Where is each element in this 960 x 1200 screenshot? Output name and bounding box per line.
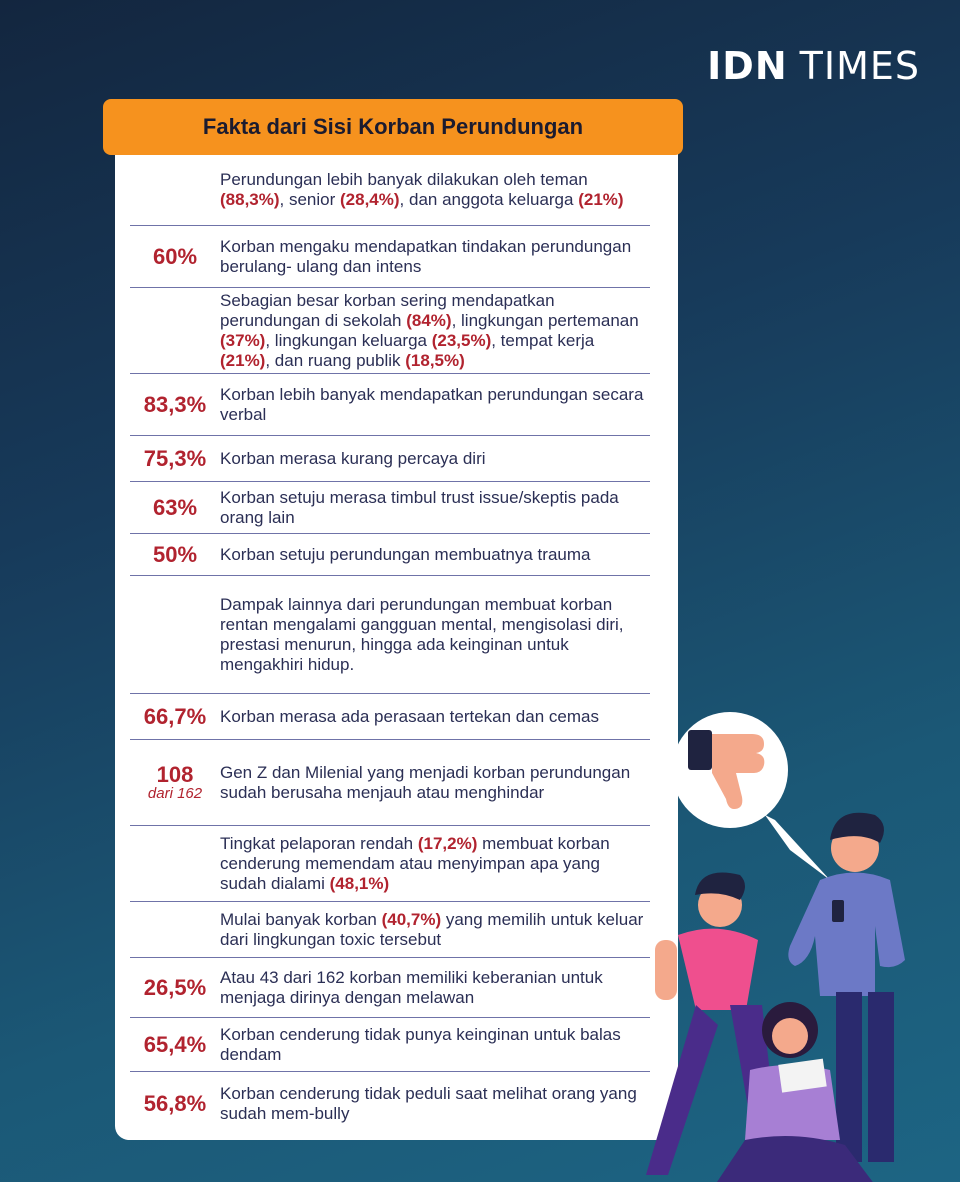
- fact-text: Korban mengaku mendapatkan tindakan peru…: [220, 236, 632, 276]
- fact-text: membuat korban cenderung memendam atau m…: [220, 833, 610, 893]
- fact-row: Perundungan lebih banyak dilakukan oleh …: [130, 154, 650, 226]
- fact-stat: 26,5%: [130, 976, 220, 999]
- fact-row: 50% Korban setuju perundungan membuatnya …: [130, 534, 650, 576]
- fact-text: , senior: [279, 189, 341, 209]
- fact-text: Korban merasa kurang percaya diri: [220, 448, 486, 468]
- fact-stat: 108 dari 162: [130, 763, 220, 802]
- fact-row: 83,3% Korban lebih banyak mendapatkan per…: [130, 374, 650, 436]
- fact-text: , tempat kerja: [491, 330, 595, 350]
- fact-stat: 56,8%: [130, 1092, 220, 1115]
- fact-description: Sebagian besar korban sering mendapatkan…: [220, 291, 650, 371]
- fact-row: 75,3% Korban merasa kurang percaya diri: [130, 436, 650, 482]
- fact-description: Korban lebih banyak mendapatkan perundun…: [220, 385, 650, 425]
- fact-highlight: (18,5%): [405, 350, 465, 370]
- card-title: Fakta dari Sisi Korban Perundungan: [103, 99, 683, 155]
- fact-stat: 63%: [130, 496, 220, 519]
- footer-strip: [0, 1182, 960, 1200]
- fact-highlight: (28,4%): [340, 189, 400, 209]
- fact-description: Korban merasa ada perasaan tertekan dan …: [220, 707, 650, 727]
- fact-stat-value: 75,3%: [143, 445, 207, 471]
- facts-list: Perundungan lebih banyak dilakukan oleh …: [130, 154, 650, 1136]
- fact-highlight: (17,2%): [417, 833, 478, 853]
- fact-text: , dan ruang publik: [265, 350, 406, 370]
- fact-highlight: (40,7%): [381, 909, 442, 929]
- fact-stat: 75,3%: [130, 447, 220, 470]
- fact-description: Tingkat pelaporan rendah (17,2%) membuat…: [220, 834, 650, 894]
- fact-description: Gen Z dan Milenial yang menjadi korban p…: [220, 763, 650, 803]
- fact-row: 26,5% Atau 43 dari 162 korban memiliki ke…: [130, 958, 650, 1018]
- fact-description: Korban cenderung tidak peduli saat melih…: [220, 1084, 650, 1124]
- fact-row: 65,4% Korban cenderung tidak punya keingi…: [130, 1018, 650, 1072]
- fact-row: 56,8% Korban cenderung tidak peduli saat …: [130, 1072, 650, 1136]
- fact-text: Mulai banyak korban: [220, 909, 382, 929]
- fact-text: Korban cenderung tidak punya keinginan u…: [220, 1024, 621, 1064]
- fact-description: Korban cenderung tidak punya keinginan u…: [220, 1025, 650, 1065]
- fact-description: Korban setuju perundungan membuatnya tra…: [220, 545, 650, 565]
- fact-description: Atau 43 dari 162 korban memiliki keberan…: [220, 968, 650, 1008]
- fact-description: Perundungan lebih banyak dilakukan oleh …: [220, 170, 650, 210]
- fact-text: Korban setuju merasa timbul trust issue/…: [220, 487, 619, 527]
- fact-stat-value: 56,8%: [143, 1091, 207, 1117]
- fact-text: Atau 43 dari 162 korban memiliki keberan…: [220, 967, 603, 1007]
- fact-description: Dampak lainnya dari perundungan membuat …: [220, 595, 650, 675]
- fact-stat-value: 26,5%: [143, 974, 207, 1000]
- fact-row: Dampak lainnya dari perundungan membuat …: [130, 576, 650, 694]
- fact-stat-value: 50%: [152, 541, 198, 567]
- fact-highlight: (88,3%): [220, 189, 280, 209]
- sitting-girl: [715, 1002, 875, 1185]
- fact-stat: 50%: [130, 543, 220, 566]
- facts-card: [115, 150, 678, 1140]
- fact-text: , lingkungan keluarga: [265, 330, 432, 350]
- fact-text: Korban merasa ada perasaan tertekan dan …: [220, 706, 599, 726]
- fact-row: Sebagian besar korban sering mendapatkan…: [130, 288, 650, 374]
- fact-text: Gen Z dan Milenial yang menjadi korban p…: [220, 762, 631, 802]
- fact-stat-value: 83,3%: [143, 391, 207, 417]
- fact-highlight: (84%): [406, 310, 452, 330]
- fact-stat: 60%: [130, 245, 220, 268]
- fact-text: , dan anggota keluarga: [399, 189, 579, 209]
- man-with-phone: [788, 812, 905, 1162]
- logo-times: TIMES: [799, 44, 920, 88]
- fact-highlight: (37%): [220, 330, 266, 350]
- fact-text: Perundungan lebih banyak dilakukan oleh …: [220, 169, 588, 189]
- fact-highlight: (21%): [578, 189, 624, 209]
- thumbs-down-icon: [688, 730, 765, 809]
- fact-text: Korban cenderung tidak peduli saat melih…: [220, 1084, 637, 1123]
- bullying-illustration: [646, 712, 905, 1185]
- fact-stat-value: 60%: [152, 243, 198, 269]
- fact-description: Korban setuju merasa timbul trust issue/…: [220, 488, 650, 528]
- fact-text: Tingkat pelaporan rendah: [220, 833, 418, 853]
- fact-stat: 65,4%: [130, 1033, 220, 1056]
- fact-stat-value: 63%: [152, 494, 198, 520]
- fact-stat-value: 65,4%: [143, 1031, 207, 1057]
- fact-row: 66,7% Korban merasa ada perasaan tertekan…: [130, 694, 650, 740]
- fact-description: Korban merasa kurang percaya diri: [220, 449, 650, 469]
- fact-stat: 83,3%: [130, 393, 220, 416]
- fact-row: 108 dari 162 Gen Z dan Milenial yang menja…: [130, 740, 650, 826]
- fact-text: Korban setuju perundungan membuatnya tra…: [220, 544, 591, 564]
- fact-highlight: (23,5%): [431, 330, 492, 350]
- fact-text: Dampak lainnya dari perundungan membuat …: [220, 594, 624, 674]
- fact-text: yang memilih untuk keluar dari lingkunga…: [220, 909, 644, 949]
- fact-stat-value: 108: [156, 762, 194, 788]
- fact-text: Korban lebih banyak mendapatkan perundun…: [220, 384, 644, 424]
- fact-row: Tingkat pelaporan rendah (17,2%) membuat…: [130, 826, 650, 902]
- fact-highlight: (48,1%): [329, 873, 390, 893]
- fact-stat-sub: dari 162: [147, 785, 203, 803]
- logo-idn: IDN: [707, 44, 788, 88]
- fact-stat: 66,7%: [130, 705, 220, 728]
- fact-highlight: (21%): [220, 350, 266, 370]
- fact-stat-value: 66,7%: [143, 703, 207, 729]
- fact-row: 60% Korban mengaku mendapatkan tindakan p…: [130, 226, 650, 288]
- fact-row: Mulai banyak korban (40,7%) yang memilih…: [130, 902, 650, 958]
- fact-text: , lingkungan pertemanan: [451, 310, 639, 330]
- idn-times-logo: IDN TIMES: [707, 44, 920, 88]
- fact-text: Sebagian besar korban sering mendapatkan…: [220, 290, 555, 330]
- fact-description: Mulai banyak korban (40,7%) yang memilih…: [220, 910, 650, 950]
- fact-row: 63% Korban setuju merasa timbul trust iss…: [130, 482, 650, 534]
- fact-description: Korban mengaku mendapatkan tindakan peru…: [220, 237, 650, 277]
